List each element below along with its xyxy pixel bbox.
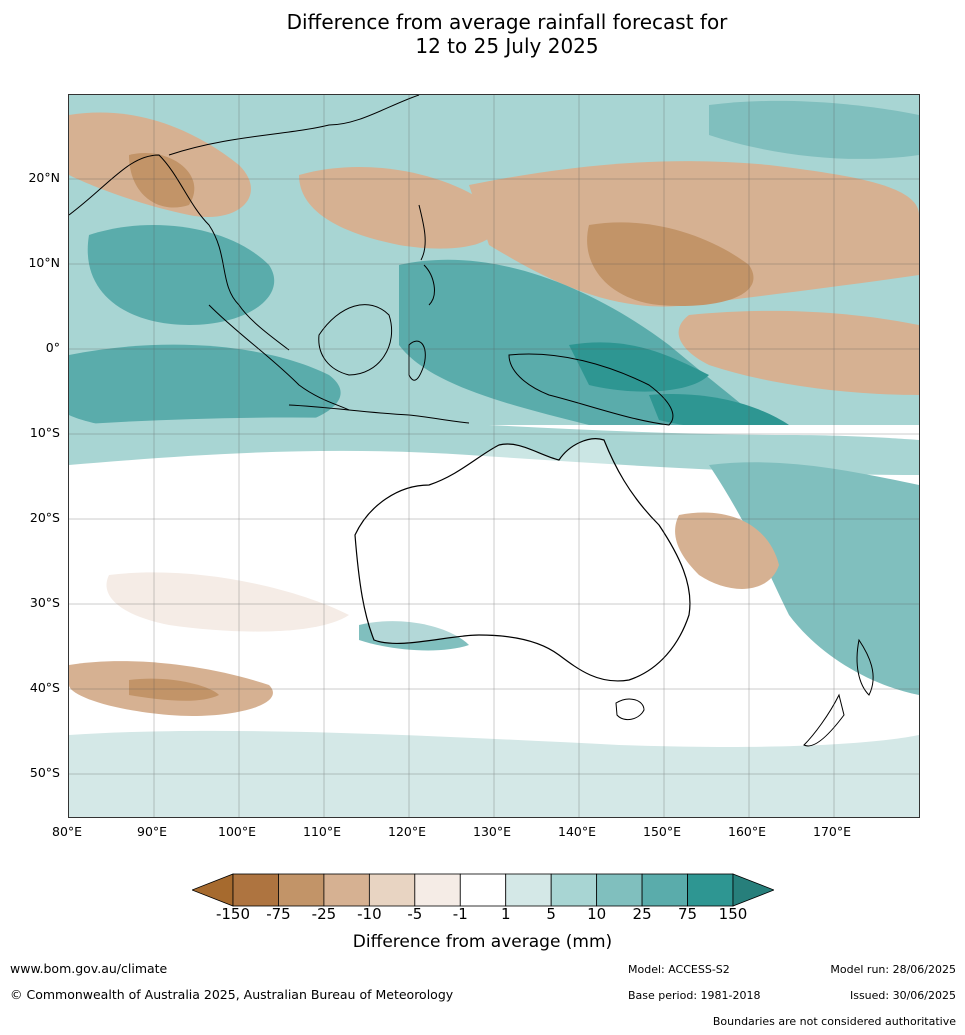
nz-north-island: [856, 638, 874, 696]
lat-label-0: 0°: [45, 340, 60, 355]
australia-outline: [354, 438, 691, 682]
colorbar-tick-label: 10: [587, 905, 607, 923]
zone-teal-sumatra: [69, 344, 341, 435]
lon-label-110e: 110°E: [303, 824, 342, 839]
zone-brown-nw-dark: [129, 153, 195, 208]
sulawesi-outline: [408, 340, 426, 381]
zone-lightbrown-west: [106, 572, 349, 632]
tasmania-outline: [615, 698, 645, 721]
colorbar-segment: [505, 873, 552, 907]
colorbar-segment: [459, 873, 507, 907]
footer-disclaimer: Boundaries are not considered authoritat…: [712, 1015, 956, 1028]
colorbar-tick-label: -1: [452, 905, 468, 923]
footer-base-period: Base period: 1981-2018: [628, 989, 761, 1002]
zone-brown-pacific: [469, 161, 919, 307]
zone-teal-dark-core: [569, 342, 709, 392]
colorbar-arrow-high: [732, 873, 776, 907]
lon-label-160e: 160°E: [728, 824, 767, 839]
footer-copyright: © Commonwealth of Australia 2025, Austra…: [10, 987, 454, 1002]
colorbar-segment: [414, 873, 461, 907]
lat-label-10s: 10°S: [29, 425, 60, 440]
zone-brown-coral: [675, 512, 779, 589]
zone-brown-equator: [678, 310, 919, 395]
lon-label-120e: 120°E: [388, 824, 427, 839]
lon-label-100e: 100°E: [218, 824, 257, 839]
colorbar-arrow-low: [190, 873, 234, 907]
colorbar-segment: [368, 873, 416, 907]
colorbar-tick-label: 25: [632, 905, 652, 923]
lat-label-20s: 20°S: [29, 510, 60, 525]
colorbar-segment: [641, 873, 688, 907]
footer-issued: Issued: 30/06/2025: [849, 989, 956, 1002]
chart-title: Difference from average rainfall forecas…: [0, 10, 965, 58]
lon-label-90e: 90°E: [137, 824, 168, 839]
lon-label-140e: 140°E: [558, 824, 597, 839]
philippines-outline: [418, 204, 435, 306]
colorbar-tick-label: -5: [407, 905, 423, 923]
zone-teal-tasman: [709, 462, 919, 695]
map-svg: [69, 95, 919, 817]
zone-brown-sea: [299, 166, 497, 249]
rainfall-map: [68, 94, 920, 818]
colorbar-tick-label: 1: [500, 905, 511, 923]
footer-website[interactable]: www.bom.gov.au/climate: [10, 961, 168, 976]
lon-label-80e: 80°E: [52, 824, 83, 839]
colorbar-tick-label: -75: [266, 905, 291, 923]
lat-label-10n: 10°N: [28, 255, 60, 270]
footer-model: Model: ACCESS-S2: [628, 963, 730, 976]
colorbar-tick-label: -150: [215, 905, 251, 923]
lon-label-150e: 150°E: [643, 824, 682, 839]
colorbar-title: Difference from average (mm): [352, 932, 613, 952]
lat-label-40s: 40°S: [29, 680, 60, 695]
java-outline: [288, 404, 470, 424]
zone-teal-ne: [709, 100, 919, 159]
lat-label-50s: 50°S: [29, 765, 60, 780]
colorbar-svg: [190, 873, 776, 907]
colorbar-tick-label: 150: [718, 905, 748, 923]
colorbar-segment: [687, 873, 734, 907]
colorbar-segment: [596, 873, 643, 907]
lat-label-30s: 30°S: [29, 595, 60, 610]
colorbar-tick-label: 75: [677, 905, 698, 923]
title-line1: Difference from average rainfall forecas…: [286, 10, 728, 34]
colorbar: [190, 873, 776, 907]
title-line2: 12 to 25 July 2025: [415, 34, 599, 58]
sumatra-outline: [208, 304, 350, 411]
nz-south-island: [803, 693, 845, 747]
colorbar-tick-label: -10: [357, 905, 382, 923]
colorbar-segment: [232, 873, 279, 907]
zone-teal-dark-png: [649, 394, 789, 431]
gridlines: [69, 95, 919, 817]
zone-teal-indian: [87, 225, 275, 325]
colorbar-segment: [550, 873, 598, 907]
lat-label-20n: 20°N: [28, 170, 60, 185]
colorbar-tick-label: 5: [546, 905, 556, 923]
new-guinea-outline: [508, 353, 674, 426]
colorbar-segment: [278, 873, 325, 907]
colorbar-segment: [323, 873, 370, 907]
lon-label-170e: 170°E: [813, 824, 852, 839]
colorbar-tick-label: -25: [311, 905, 337, 923]
footer-model-run: Model run: 28/06/2025: [830, 963, 956, 976]
lon-label-130e: 130°E: [473, 824, 512, 839]
zone-brown-south-indian-dark: [129, 678, 219, 701]
